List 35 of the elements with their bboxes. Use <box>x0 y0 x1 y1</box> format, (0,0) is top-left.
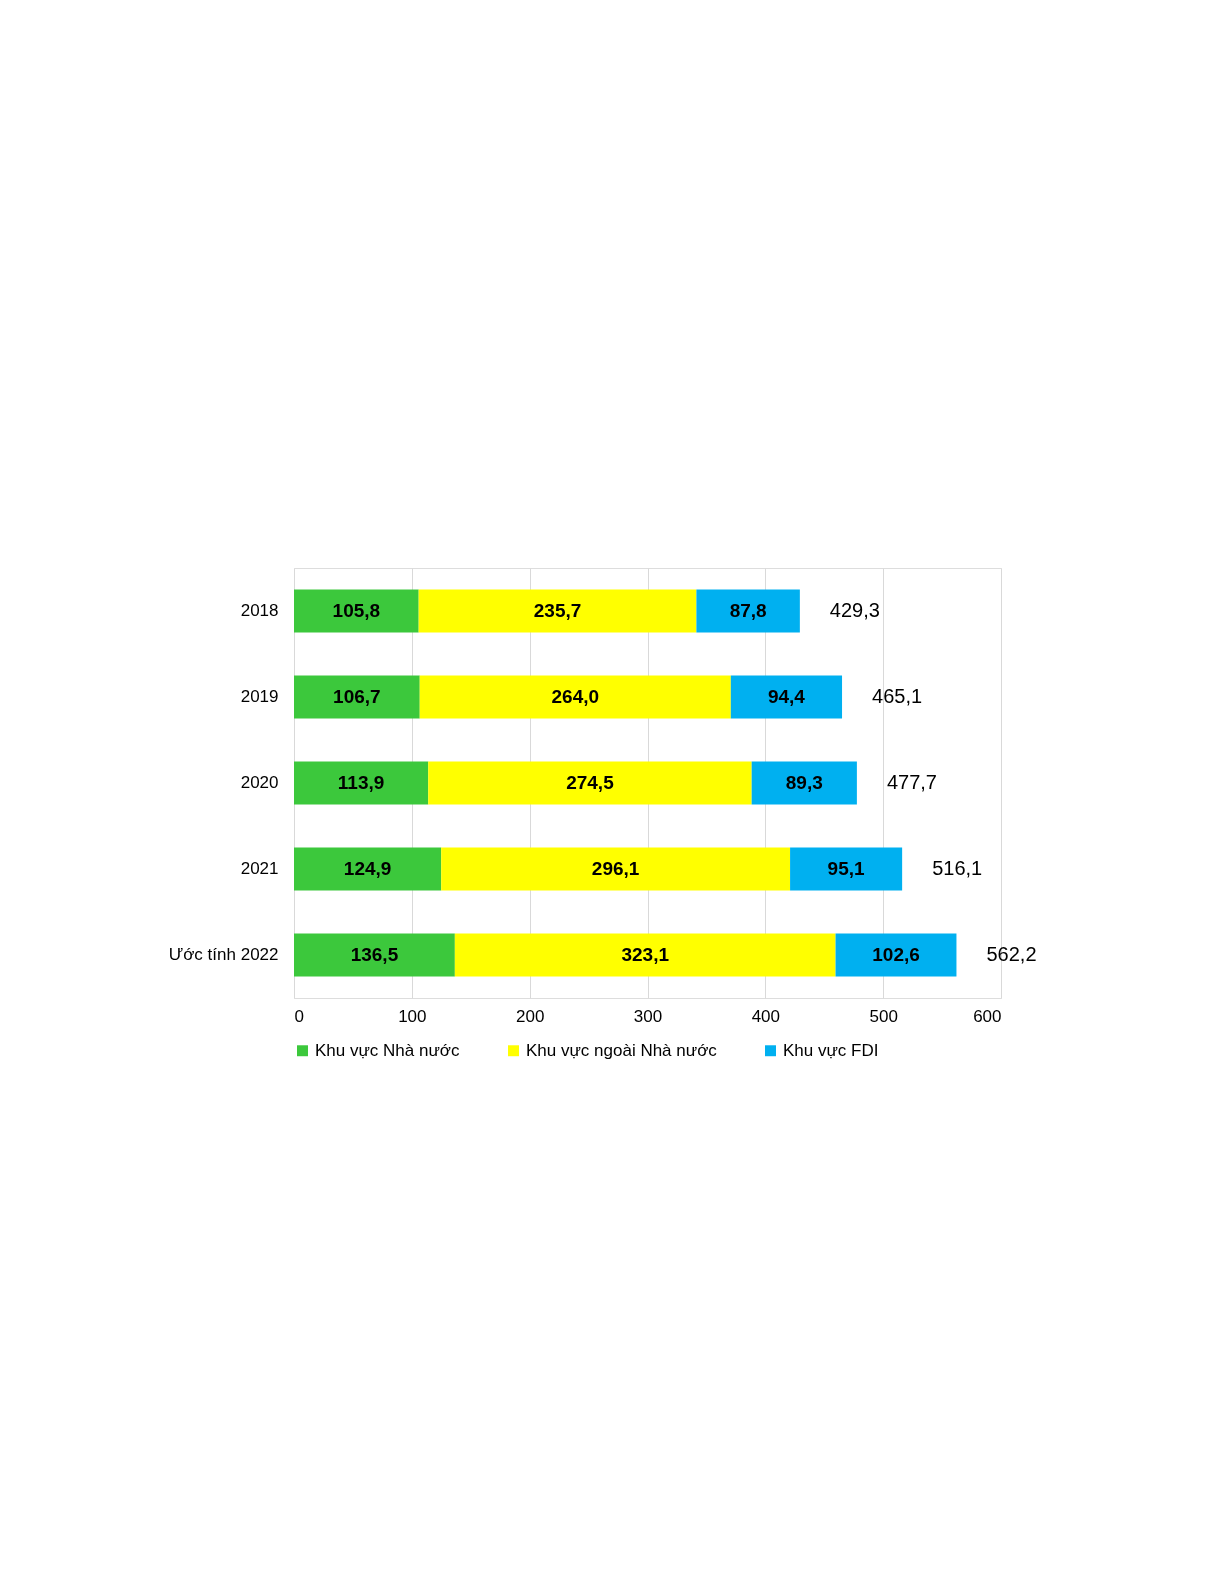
x-tick-label: 500 <box>869 1006 898 1026</box>
data-label: 89,3 <box>785 772 823 793</box>
y-tick-label: 2021 <box>240 859 279 878</box>
data-label: 235,7 <box>533 600 582 621</box>
total-label: 562,2 <box>986 943 1037 965</box>
legend-label: Khu vực FDI <box>783 1040 879 1060</box>
total-label: 429,3 <box>829 599 880 621</box>
y-tick-label: 2018 <box>240 601 279 620</box>
data-label: 323,1 <box>621 944 670 965</box>
x-tick-label: 400 <box>751 1006 781 1026</box>
y-tick-label: 2019 <box>240 687 279 706</box>
data-label: 106,7 <box>333 686 381 707</box>
data-label: 102,6 <box>872 944 920 965</box>
total-label: 516,1 <box>932 857 983 879</box>
data-label: 87,8 <box>729 600 767 621</box>
y-tick-label: Ước tính 2022 <box>168 945 279 964</box>
x-tick-label: 300 <box>633 1006 663 1026</box>
legend-label: Khu vực Nhà nước <box>315 1040 460 1060</box>
legend-label: Khu vực ngoài Nhà nước <box>526 1040 718 1060</box>
x-tick-label: 0 <box>294 1006 304 1026</box>
x-tick-label: 100 <box>398 1006 427 1026</box>
total-label: 465,1 <box>872 685 923 707</box>
x-tick-label: 200 <box>515 1006 545 1026</box>
total-label: 477,7 <box>886 771 937 793</box>
x-tick-label: 600 <box>973 1006 1002 1026</box>
data-label: 136,5 <box>350 944 399 965</box>
data-label: 113,9 <box>337 772 385 793</box>
data-label: 296,1 <box>591 858 640 879</box>
data-label: 264,0 <box>551 686 600 707</box>
data-label: 95,1 <box>827 858 866 879</box>
data-label: 274,5 <box>566 772 615 793</box>
data-label: 105,8 <box>332 600 381 621</box>
data-label: 94,4 <box>767 686 806 707</box>
y-tick-label: 2020 <box>240 773 279 792</box>
data-label: 124,9 <box>343 858 392 879</box>
